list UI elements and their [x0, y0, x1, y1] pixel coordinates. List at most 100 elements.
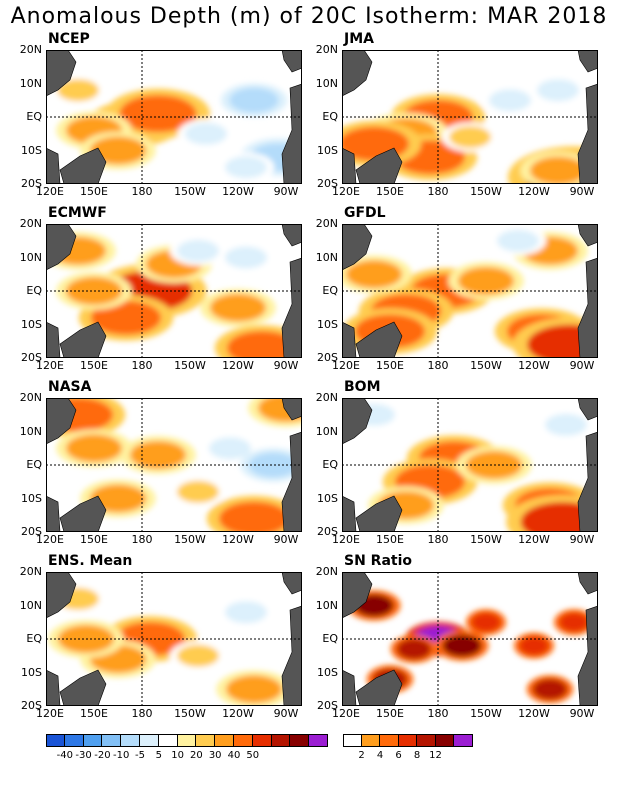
x-tick-label: 120W [518, 707, 550, 720]
y-tick-label: 20N [315, 43, 338, 56]
map-panel: ENS. Mean 20N 10N EQ 10S 20S 120E 150E 180 150W 12… [20, 553, 302, 720]
x-tick-label: 120W [518, 185, 550, 198]
land-mass [281, 398, 302, 421]
land-mass [342, 321, 357, 358]
land-mass [281, 50, 302, 73]
anomaly-blob [530, 156, 586, 184]
colorbar-swatch [102, 734, 122, 747]
anomaly-blob [532, 678, 568, 700]
anomaly-blob [225, 156, 267, 179]
anomaly-blob [442, 634, 482, 657]
land-mass [59, 147, 107, 184]
map-panel: BOM 20N 10N EQ 10S 20S 120E 150E 180 150W 120W 90W [316, 379, 598, 546]
y-tick-label: 10N [19, 250, 42, 264]
land-mass [46, 50, 77, 97]
x-tick-label: 90W [569, 359, 595, 372]
map-plot [342, 398, 598, 532]
land-mass [577, 50, 598, 73]
x-tick-label: 150E [80, 185, 108, 198]
anomaly-blob [172, 589, 208, 609]
x-tick-label: 180 [131, 533, 153, 546]
x-tick-label: 120W [518, 359, 550, 372]
y-tick-label: 20S [317, 177, 338, 190]
map-panel: NASA 20N 10N EQ 10S 20S 120E 150E 180 150W 120W 90W [20, 379, 302, 546]
colorbar-label: 8 [413, 750, 421, 761]
y-tick-label: 20S [21, 177, 42, 190]
x-tick-label: 150E [376, 359, 404, 372]
anomaly-blob [177, 644, 219, 667]
y-tick-label: 20S [21, 351, 42, 364]
x-tick-label: 90W [569, 185, 595, 198]
y-tick-label: EQ [26, 458, 42, 471]
y-tick-label: 20N [19, 43, 42, 56]
land-mass [577, 605, 598, 706]
x-tick-label: 180 [131, 185, 153, 198]
x-tick-label: 150W [174, 707, 206, 720]
land-mass [355, 669, 403, 706]
colorbar-label: 10 [171, 750, 184, 761]
colorbar-swatch [64, 734, 84, 747]
anomaly-blob [545, 413, 587, 436]
colorbar-swatch [215, 734, 234, 747]
x-tick-label: 180 [427, 707, 449, 720]
anomaly-blob [226, 675, 282, 704]
y-tick-label: EQ [26, 110, 42, 123]
y-tick-label: 10N [19, 424, 42, 438]
land-mass [577, 431, 598, 532]
x-tick-label: 120E [36, 707, 64, 720]
land-mass [342, 572, 373, 619]
x-tick-label: 120E [332, 533, 360, 546]
colorbar-swatch [398, 734, 417, 747]
anomaly-blob [225, 601, 267, 624]
y-tick-label: 10S [21, 317, 42, 331]
y-tick-label: 10S [317, 491, 338, 505]
map-frame [342, 224, 598, 358]
map-frame [46, 398, 302, 532]
x-tick-label: 150E [80, 359, 108, 372]
land-mass [577, 83, 598, 184]
y-tick-label: EQ [322, 458, 338, 471]
land-mass [59, 495, 107, 532]
land-mass [355, 321, 403, 358]
chart-title: Anomalous Depth (m) of 20C Isotherm: MAR… [10, 4, 608, 29]
panel-label: SN Ratio [344, 553, 413, 569]
x-tick-label: 90W [273, 359, 299, 372]
land-mass [577, 224, 598, 247]
x-tick-label: 150W [470, 533, 502, 546]
x-tick-label: 120W [518, 533, 550, 546]
x-tick-label: 150E [80, 707, 108, 720]
anomaly-blob [248, 452, 298, 478]
colorbar-swatch [196, 734, 216, 747]
land-mass [281, 224, 302, 247]
y-tick-label: 20S [317, 351, 338, 364]
y-tick-label: 10N [19, 76, 42, 90]
colorbar-swatch [343, 734, 362, 747]
y-tick-label: 10S [21, 143, 42, 157]
land-mass [59, 321, 107, 358]
colorbar-label: 2 [358, 750, 365, 761]
y-tick-label: 10N [315, 424, 338, 438]
land-mass [46, 321, 61, 358]
y-tick-label: 10N [19, 598, 42, 612]
y-tick-label: 10S [317, 665, 338, 679]
x-tick-label: 120E [332, 185, 360, 198]
land-mass [342, 224, 373, 271]
x-tick-label: 150W [470, 185, 502, 198]
y-tick-label: 20S [21, 699, 42, 712]
colorbar-swatch [158, 734, 178, 747]
colorbar-swatch [454, 734, 473, 747]
colorbar-swatch [271, 734, 291, 747]
colorbar-label: 40 [227, 750, 241, 761]
x-tick-label: 90W [569, 707, 595, 720]
panel-label: JMA [344, 31, 374, 47]
anomaly-blob [66, 434, 122, 463]
colorbar-label: -5 [135, 750, 145, 761]
x-tick-label: 120W [222, 359, 254, 372]
land-mass [281, 431, 302, 532]
y-tick-label: EQ [26, 284, 42, 297]
y-tick-label: 10S [21, 491, 42, 505]
y-tick-label: EQ [26, 632, 42, 645]
y-tick-label: 20S [21, 525, 42, 538]
anomaly-blob [225, 246, 267, 269]
y-tick-label: 10N [315, 250, 338, 264]
